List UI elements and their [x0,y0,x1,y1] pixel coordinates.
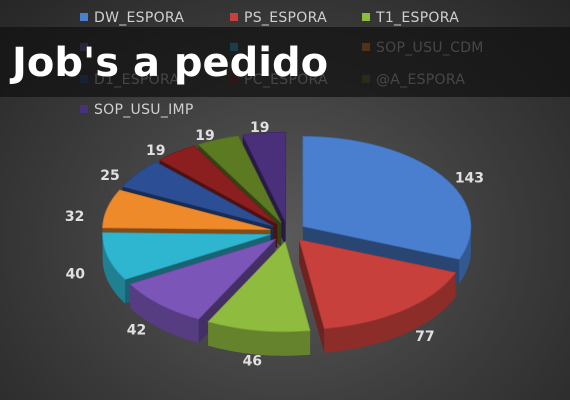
legend-label: SOP_USU_IMP [94,102,194,118]
pie-slice [207,240,311,356]
data-label: 19 [146,143,165,159]
pie-slice [298,239,457,353]
legend-marker [80,105,88,113]
title-band [0,27,570,97]
data-label: 19 [195,128,214,144]
chart-title: Job's a pedido [9,40,328,86]
legend-label: T1_ESPORA [375,10,459,26]
legend-marker [80,13,88,21]
data-label: 46 [243,353,262,369]
legend-label: DW_ESPORA [94,10,184,26]
data-label: 42 [127,322,146,338]
data-label: 19 [250,120,269,136]
legend-marker [362,13,370,21]
pie-slices [102,131,472,356]
data-label: 40 [66,266,86,282]
legend-marker [230,13,238,21]
data-label: 25 [100,168,119,184]
data-labels: 19 19 19 25 143 32 40 42 77 46 [65,120,484,369]
data-label: 143 [455,171,484,187]
data-label: 32 [65,209,84,225]
data-label: 77 [415,329,434,345]
legend-label: PS_ESPORA [244,10,327,26]
